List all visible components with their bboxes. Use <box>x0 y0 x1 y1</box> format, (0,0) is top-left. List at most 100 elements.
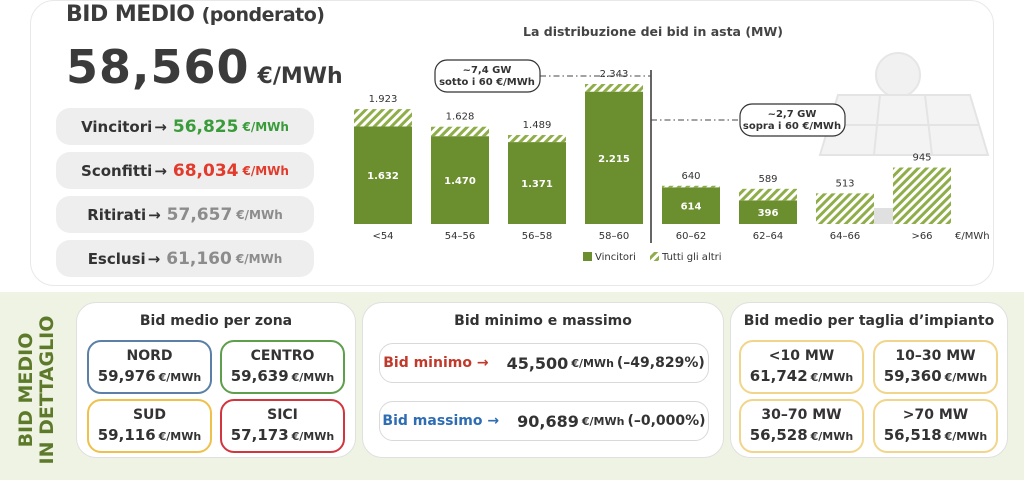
size-name: 10–30 MW <box>895 348 976 364</box>
annotation-text: ~7,4 GW <box>463 65 512 76</box>
total-label: 1.489 <box>523 120 552 131</box>
size-unit: €/MWh <box>810 430 854 443</box>
zone-unit: €/MWh <box>291 371 335 384</box>
arrow-icon: → <box>147 249 161 268</box>
x-tick-label: >66 <box>911 231 932 242</box>
winners-label: 1.470 <box>444 176 476 187</box>
summary-unit: €/MWh <box>242 119 289 134</box>
summary-label: Ritirati <box>87 205 147 224</box>
zone-panel: Bid medio per zona NORD 59,976 €/MWh CENT… <box>76 302 356 458</box>
x-tick-label: 62–64 <box>753 231 783 242</box>
legend-swatch-winners <box>583 252 592 261</box>
bid-max-unit: €/MWh <box>581 414 625 428</box>
total-label: 640 <box>681 171 700 182</box>
weighted-average: 58,560 €/MWh <box>66 40 343 94</box>
total-label: 589 <box>758 174 777 185</box>
detail-side-label: BID MEDIO IN DETTAGLIO <box>2 310 72 470</box>
total-label: 1.628 <box>446 112 475 123</box>
bid-max-row: Bid massimo → 90,689 €/MWh (–0,000%) <box>379 401 709 441</box>
size-card-30-70: 30–70 MW 56,528 €/MWh <box>739 399 864 453</box>
panel-title: Bid minimo e massimo <box>454 313 632 329</box>
winners-label: 396 <box>758 208 779 219</box>
annotation-text: sotto i 60 €/MWh <box>439 77 535 88</box>
title-main: BID MEDIO <box>66 2 195 27</box>
bid-min-unit: €/MWh <box>571 356 614 370</box>
x-tick-label: 58–60 <box>599 231 629 242</box>
summary-excluded: Esclusi → 61,160 €/MWh <box>56 240 314 277</box>
average-value: 58,560 <box>66 40 250 94</box>
summary-label: Vincitori <box>81 117 153 136</box>
bid-max-pct: (–0,000%) <box>627 413 706 429</box>
zone-value: 59,116 <box>97 426 156 444</box>
size-unit: €/MWh <box>944 430 988 443</box>
bid-max-label: Bid massimo <box>382 413 483 429</box>
total-label: 945 <box>912 153 931 164</box>
summary-unit: €/MWh <box>235 251 283 266</box>
solar-panel-decoration <box>818 52 990 224</box>
summary-withdrawn: Ritirati → 57,657 €/MWh <box>56 196 314 233</box>
size-value: 59,360 <box>883 367 942 385</box>
summary-value: 56,825 <box>172 116 239 137</box>
size-value: 61,742 <box>749 367 808 385</box>
size-unit: €/MWh <box>944 371 988 384</box>
zone-name: NORD <box>126 348 173 364</box>
x-axis-unit: €/MWh <box>955 231 990 242</box>
x-tick-label: <54 <box>372 231 393 242</box>
bar-others <box>431 126 489 137</box>
size-name: >70 MW <box>902 407 969 423</box>
bar-others <box>354 109 412 127</box>
summary-value: 68,034 <box>172 160 239 181</box>
annotation-text: sopra i 60 €/MWh <box>743 121 841 132</box>
annotation-below-60: ~7,4 GW sotto i 60 €/MWh <box>434 59 541 93</box>
size-card-10-30: 10–30 MW 59,360 €/MWh <box>873 340 998 394</box>
panel-title: Bid medio per taglia d’impianto <box>743 313 995 329</box>
legend-label: Vincitori <box>595 252 636 263</box>
x-tick-label: 56–58 <box>522 231 552 242</box>
zone-card-sud: SUD 59,116 €/MWh <box>87 399 212 453</box>
zone-unit: €/MWh <box>158 430 202 443</box>
arrow-icon: → <box>154 117 167 136</box>
zone-value: 59,639 <box>230 367 289 385</box>
size-unit: €/MWh <box>810 371 854 384</box>
legend-label: Tutti gli altri <box>661 252 722 263</box>
bar-winners <box>431 136 489 224</box>
winners-label: 1.371 <box>521 179 553 190</box>
summary-value: 57,657 <box>166 204 233 225</box>
arrow-icon: → <box>487 413 500 429</box>
winners-label: 1.632 <box>367 171 399 182</box>
x-tick-label: 54–56 <box>445 231 475 242</box>
bar-others <box>739 188 797 201</box>
zone-value: 59,976 <box>97 367 156 385</box>
summary-label: Sconfitti <box>81 161 153 180</box>
zone-name: CENTRO <box>250 348 315 364</box>
zone-card-centro: CENTRO 59,639 €/MWh <box>220 340 345 394</box>
total-label: 2.343 <box>600 69 629 80</box>
size-value: 56,528 <box>749 426 808 444</box>
size-value: 56,518 <box>883 426 942 444</box>
size-name: 30–70 MW <box>761 407 842 423</box>
panel-title: Bid medio per zona <box>139 313 293 329</box>
summary-label: Esclusi <box>87 249 146 268</box>
size-card-over-70: >70 MW 56,518 €/MWh <box>873 399 998 453</box>
zone-unit: €/MWh <box>291 430 335 443</box>
summary-unit: €/MWh <box>242 163 289 178</box>
bar-winners <box>739 200 797 224</box>
zone-value: 57,173 <box>230 426 289 444</box>
arrow-icon: → <box>476 355 489 371</box>
zone-card-nord: NORD 59,976 €/MWh <box>87 340 212 394</box>
bar-winners <box>662 187 720 224</box>
arrow-icon: → <box>154 161 167 180</box>
bar-others <box>585 84 643 92</box>
summary-losers: Sconfitti → 68,034 €/MWh <box>56 152 314 189</box>
zone-name: SICI <box>267 407 298 423</box>
bar-winners <box>508 142 566 224</box>
side-label-line: IN DETTAGLIO <box>36 315 58 465</box>
annotation-text: ~2,7 GW <box>768 109 817 120</box>
winners-label: 614 <box>681 202 702 213</box>
chart-title: La distribuzione dei bid in asta (MW) <box>523 24 783 39</box>
bid-distribution-chart: 1.923 1.632 <54 1.628 1.470 54–56 1.489 1.371 56… <box>354 52 990 263</box>
summary-winners: Vincitori → 56,825 €/MWh <box>56 108 314 145</box>
bar-winners <box>585 91 643 224</box>
total-label: 513 <box>835 178 854 189</box>
zone-name: SUD <box>132 407 167 423</box>
